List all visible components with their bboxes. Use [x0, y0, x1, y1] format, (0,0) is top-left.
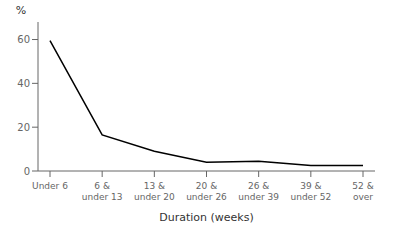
svg-text:6 &under 13: 6 &under 13	[82, 181, 123, 202]
svg-text:26 &under 39: 26 &under 39	[238, 181, 279, 202]
svg-text:20: 20	[17, 122, 30, 133]
svg-text:13 &under 20: 13 &under 20	[134, 181, 175, 202]
svg-text:52 &over: 52 &over	[352, 181, 373, 202]
svg-text:40: 40	[17, 78, 30, 89]
svg-text:Duration (weeks): Duration (weeks)	[159, 211, 254, 224]
svg-text:20 &under 26: 20 &under 26	[186, 181, 227, 202]
svg-text:39 &under 52: 39 &under 52	[290, 181, 331, 202]
svg-text:%: %	[16, 4, 26, 17]
svg-text:0: 0	[24, 166, 30, 177]
svg-text:Under 6: Under 6	[32, 181, 68, 191]
svg-text:60: 60	[17, 34, 30, 45]
